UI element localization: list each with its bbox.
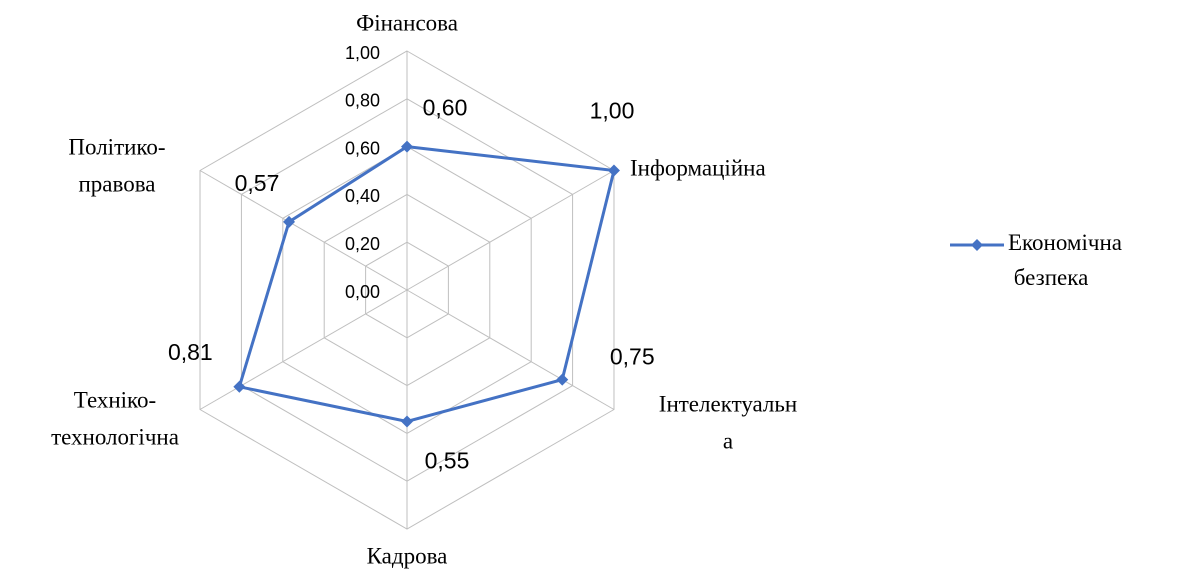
value-label: 0,55 (425, 448, 470, 474)
marker (607, 164, 620, 177)
marker (283, 215, 296, 228)
category-label: Фінансова (356, 10, 458, 35)
marker (401, 140, 413, 153)
spoke (199, 170, 408, 291)
legend-marker (971, 239, 983, 251)
tick-label: 1,00 (345, 43, 380, 63)
marker (401, 415, 413, 428)
value-label: 0,60 (423, 95, 468, 121)
spoke (406, 170, 615, 291)
spoke (199, 289, 408, 410)
tick-label: 0,00 (345, 282, 380, 302)
category-label: Політико-правова (68, 135, 165, 197)
category-label: Техніко-технологічна (51, 388, 179, 450)
category-label: Інформаційна (630, 155, 766, 180)
category-label: Кадрова (367, 543, 448, 568)
tick-label: 0,60 (345, 138, 380, 158)
category-label: Інтелектуальн а (659, 392, 797, 454)
value-label: 0,75 (610, 344, 655, 370)
tick-label: 0,20 (345, 234, 380, 254)
tick-label: 0,80 (345, 91, 380, 111)
value-label: 0,81 (168, 339, 213, 365)
value-label: 1,00 (590, 98, 635, 124)
spoke (406, 289, 615, 410)
legend-label: Економічна безпека (1008, 230, 1122, 290)
marker (556, 373, 569, 386)
tick-label: 0,40 (345, 186, 380, 206)
value-label: 0,57 (235, 170, 280, 196)
marker (233, 380, 246, 393)
